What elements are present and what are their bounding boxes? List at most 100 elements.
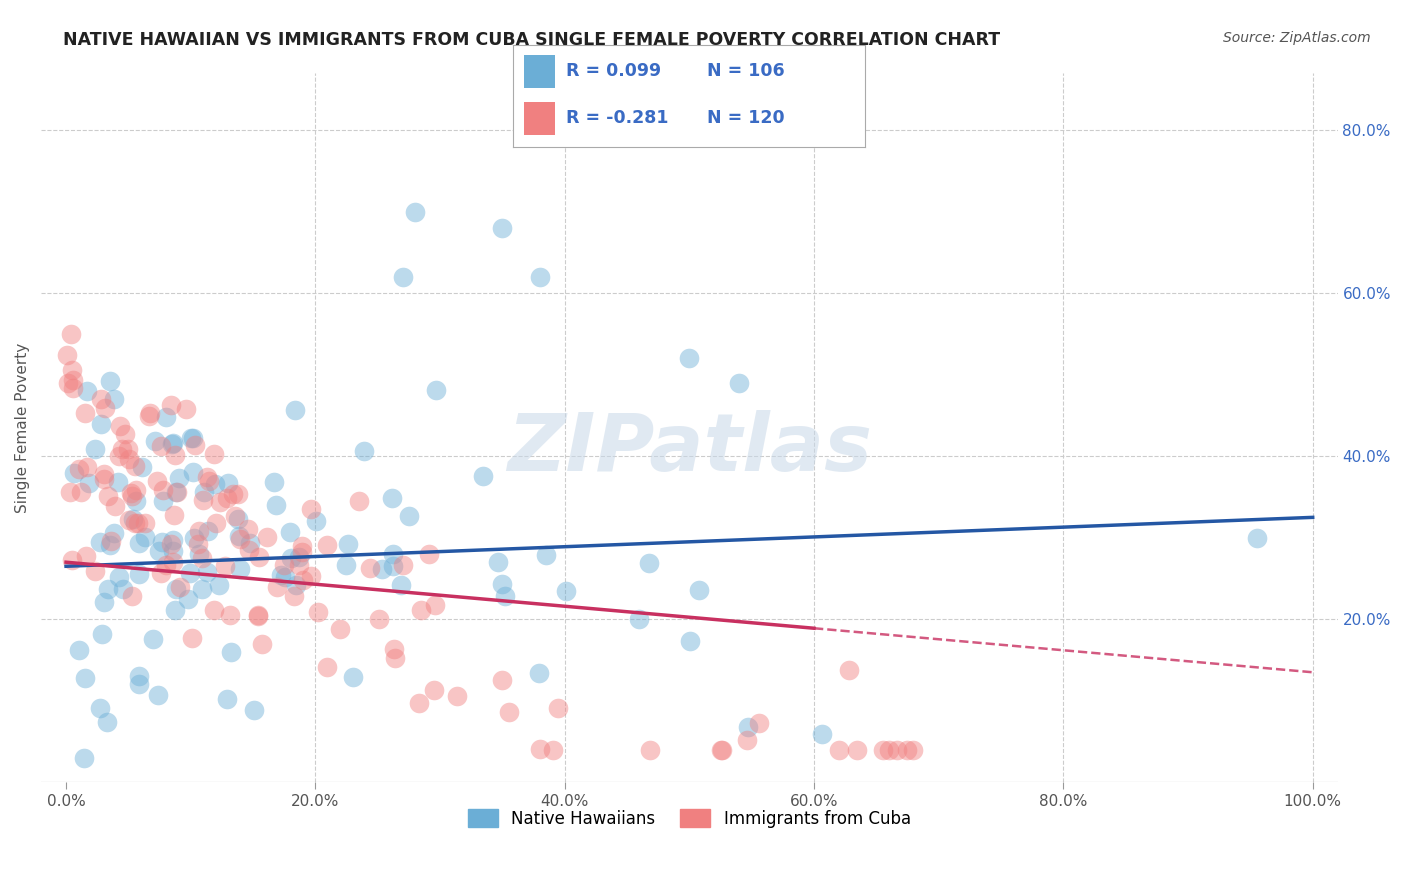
Point	[266, 498, 288, 512]
Point	[174, 401, 197, 416]
Point	[239, 535, 262, 549]
Point	[541, 743, 564, 757]
Point	[370, 562, 392, 576]
Point	[149, 439, 172, 453]
Point	[711, 743, 734, 757]
Point	[160, 398, 183, 412]
Text: NATIVE HAWAIIAN VS IMMIGRANTS FROM CUBA SINGLE FEMALE POVERTY CORRELATION CHART: NATIVE HAWAIIAN VS IMMIGRANTS FROM CUBA …	[63, 31, 1001, 49]
Point	[316, 538, 339, 552]
Point	[165, 603, 187, 617]
Point	[404, 204, 426, 219]
Point	[96, 715, 118, 730]
Point	[143, 434, 166, 449]
Point	[486, 555, 509, 569]
Point	[337, 537, 360, 551]
Point	[391, 577, 413, 591]
Point	[197, 524, 219, 538]
Point	[359, 561, 381, 575]
Point	[299, 568, 322, 582]
Point	[56, 376, 79, 390]
Point	[177, 592, 200, 607]
Point	[263, 475, 285, 489]
Point	[423, 683, 446, 698]
Point	[208, 495, 231, 509]
Point	[678, 351, 700, 366]
Point	[93, 472, 115, 486]
Text: N = 106: N = 106	[707, 62, 785, 80]
Point	[688, 582, 710, 597]
Point	[59, 484, 82, 499]
Point	[97, 582, 120, 596]
Point	[382, 547, 405, 561]
Point	[117, 442, 139, 457]
Point	[204, 477, 226, 491]
Point	[418, 547, 440, 561]
Point	[367, 612, 389, 626]
FancyBboxPatch shape	[523, 102, 555, 135]
Point	[219, 607, 242, 622]
Point	[167, 471, 190, 485]
Point	[93, 467, 115, 481]
Point	[165, 448, 187, 462]
Point	[901, 743, 924, 757]
Point	[94, 401, 117, 415]
Point	[247, 608, 270, 623]
Point	[124, 459, 146, 474]
Point	[163, 508, 186, 523]
Point	[183, 438, 205, 452]
Point	[748, 716, 770, 731]
Point	[202, 602, 225, 616]
Point	[191, 582, 214, 597]
Point	[555, 583, 578, 598]
Point	[288, 558, 311, 572]
Point	[391, 269, 413, 284]
Point	[250, 637, 273, 651]
Point	[228, 529, 250, 543]
Point	[100, 538, 122, 552]
Point	[446, 690, 468, 704]
FancyBboxPatch shape	[523, 55, 555, 87]
Point	[247, 549, 270, 564]
Point	[208, 578, 231, 592]
Point	[710, 743, 733, 757]
Point	[152, 483, 174, 497]
Point	[329, 622, 352, 636]
Point	[316, 660, 339, 674]
Point	[111, 582, 134, 596]
Point	[266, 580, 288, 594]
Point	[278, 524, 301, 539]
Point	[547, 701, 569, 715]
Point	[288, 549, 311, 564]
Point	[534, 549, 557, 563]
Point	[226, 487, 249, 501]
Point	[347, 494, 370, 508]
Point	[56, 348, 79, 362]
Point	[491, 673, 513, 687]
Point	[214, 558, 236, 573]
Point	[627, 612, 650, 626]
Point	[217, 476, 239, 491]
Point	[291, 573, 314, 587]
Point	[472, 469, 495, 483]
Point	[155, 558, 177, 572]
Point	[494, 589, 516, 603]
Point	[62, 381, 84, 395]
Point	[247, 607, 270, 622]
Point	[335, 558, 357, 572]
Point	[398, 509, 420, 524]
Point	[811, 727, 834, 741]
Point	[91, 627, 114, 641]
Point	[100, 533, 122, 548]
Point	[291, 539, 314, 553]
Point	[423, 598, 446, 612]
Point	[169, 580, 191, 594]
Point	[737, 720, 759, 734]
Point	[60, 552, 83, 566]
Point	[529, 269, 551, 284]
Point	[274, 570, 297, 584]
Point	[124, 493, 146, 508]
Point	[187, 524, 209, 538]
Point	[124, 516, 146, 530]
Point	[191, 551, 214, 566]
Point	[162, 555, 184, 569]
